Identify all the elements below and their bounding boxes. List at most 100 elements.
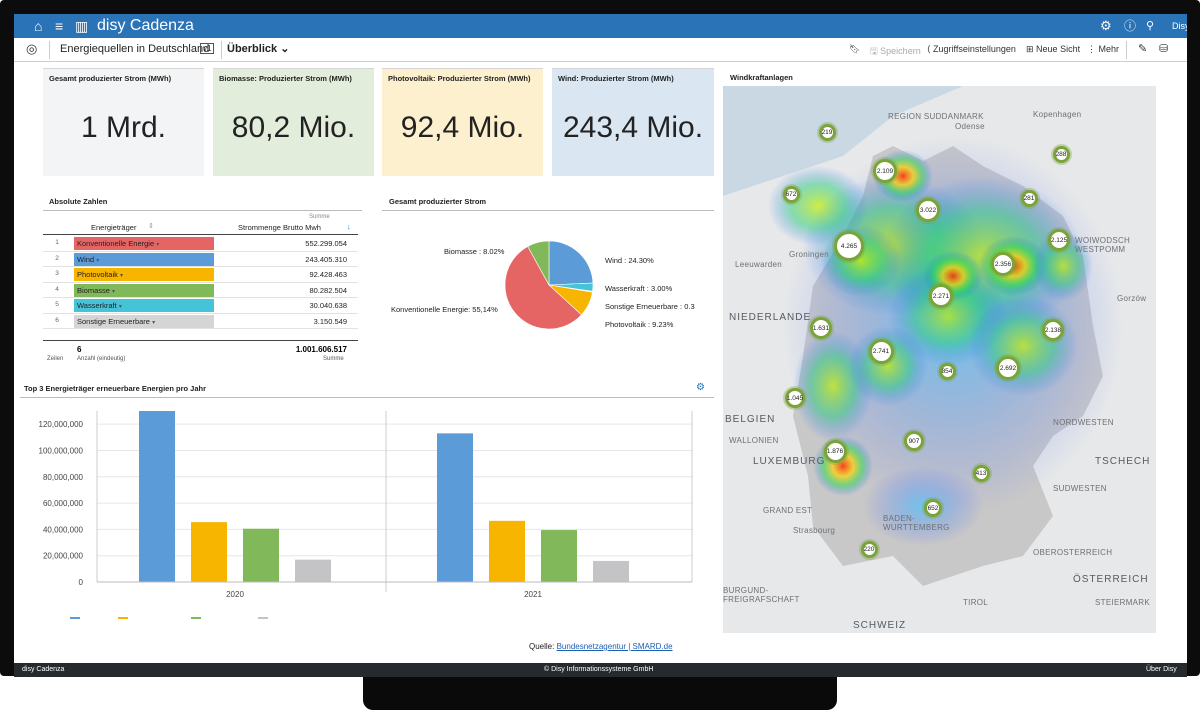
table-row[interactable]: 5 Wasserkraft ▾ 30.040.638 [43,298,358,314]
menu-icon[interactable]: ≡ [55,18,64,34]
map-label: Leeuwarden [735,260,783,269]
table-row[interactable]: 1 Konventionelle Energie ▾ 552.299.054 [43,236,358,252]
wind-cluster-marker[interactable]: 413 [972,464,990,482]
map-label: BELGIEN [725,414,776,425]
legend-swatch [118,617,128,619]
user-icon[interactable]: ⚲ [1146,20,1155,32]
row-value: 243.405.310 [305,254,347,264]
bar-photovoltaik-2021[interactable] [489,520,525,582]
dropdown-icon[interactable]: ▾ [156,242,160,248]
kpi-label: Gesamt produzierter Strom (MWh) [49,74,172,83]
bar-wind-2020[interactable] [139,411,175,582]
help-icon[interactable]: ⓘ [1124,19,1137,33]
kpi-wind: Wind: Produzierter Strom (MWh) 243,4 Mio… [552,68,714,176]
overview-dropdown[interactable]: Überblick ⌄ [227,42,289,55]
map-label: NIEDERLANDE [729,312,812,323]
source-link[interactable]: Bundesnetzagentur | SMARD.de [556,642,673,651]
new-view-button[interactable]: ⊞ Neue Sicht [1026,44,1081,54]
footer-left: disy Cadenza [22,666,65,673]
home-icon[interactable]: ⌂ [34,18,43,34]
wind-cluster-marker[interactable]: 1.876 [823,439,847,463]
wind-cluster-marker[interactable]: 672 [782,185,800,203]
wind-cluster-marker[interactable]: 2.138 [1042,319,1064,341]
pie-label-sonstige: Sonstige Erneuerbare : 0.3 [605,302,695,311]
y-tick-label: 100,000,000 [39,446,84,455]
wind-cluster-marker[interactable]: 288 [1052,145,1070,163]
row-divider [43,297,358,298]
column-header-strommenge[interactable]: Strommenge Brutto Mwh [238,223,321,232]
sum-caption: Summe [309,214,330,220]
target-icon[interactable]: ◎ [26,41,38,56]
row-category[interactable]: Konventionelle Energie ▾ [74,237,214,250]
wind-cluster-marker[interactable]: 2.125 [1048,229,1070,251]
wind-cluster-marker[interactable]: 1.631 [810,317,832,339]
table-row[interactable]: 6 Sonstige Erneuerbare ▾ 3.150.549 [43,314,358,329]
pie-slice-konventionelle-energie[interactable] [504,246,582,330]
row-category[interactable]: Biomasse ▾ [74,283,214,297]
dropdown-icon[interactable]: ▾ [152,319,156,326]
user-name[interactable]: Disy [1172,21,1187,31]
bookmark-icon[interactable]: 🔖︎ [849,44,861,54]
map-label: Odense [955,122,985,131]
sort-icon[interactable]: ⇕ [148,223,154,230]
save-button[interactable]: 🖫 Speichern [870,46,921,56]
bar-sonstige-2020[interactable] [295,559,331,582]
bar-wind-2021[interactable] [437,433,473,582]
pie-slice-biomasse[interactable] [527,240,550,286]
gear-icon[interactable]: ⚙ [1100,18,1112,33]
column-header-energietraeger[interactable]: Energieträger [91,223,137,232]
dropdown-icon[interactable]: ▾ [119,273,123,279]
table-row[interactable]: 4 Biomasse ▾ 80.282.504 [43,283,358,298]
source-note: Quelle: Bundesnetzagentur | SMARD.de [529,642,673,651]
sort-desc-icon[interactable]: ↓ [347,222,351,231]
chart-settings-icon[interactable]: ⚙ [696,382,705,393]
bar-sonstige-2021[interactable] [593,560,629,582]
dropdown-icon[interactable]: ▾ [118,304,122,310]
map-icon[interactable]: ▥ [75,18,89,34]
top-bar: ⌂ ≡ ▥ disy Cadenza ⚙ ⓘ ⚲ Disy [14,14,1187,38]
category-label: Wind [77,254,95,264]
dropdown-icon[interactable]: ▾ [112,288,116,295]
wind-cluster-marker[interactable]: 652 [924,499,942,517]
table-row[interactable]: 3 Photovoltaik ▾ 92.428.463 [43,267,358,283]
wind-cluster-marker[interactable]: 854 [938,362,956,380]
dropdown-icon[interactable]: ▾ [96,257,100,264]
view-title: Energiequellen in Deutschland [60,43,210,55]
row-category[interactable]: Photovoltaik ▾ [74,268,214,281]
kpi-value: 92,4 Mio. [400,111,525,144]
wind-cluster-marker[interactable]: 3.022 [916,198,940,222]
wind-cluster-marker[interactable]: 2.271 [929,284,953,308]
row-category[interactable]: Wasserkraft ▾ [74,299,214,312]
bar-photovoltaik-2020[interactable] [191,522,227,582]
row-category[interactable]: Wind ▾ [74,252,214,266]
wind-cluster-marker[interactable]: 219 [818,123,836,141]
row-number: 4 [55,285,59,293]
kpi-value: 243,4 Mio. [562,111,704,144]
about-link[interactable]: Über Disy [1146,666,1177,673]
wind-cluster-marker[interactable]: 4.265 [834,231,864,261]
map-label: WALLONIEN [729,436,779,445]
map-label: REGION SUDDANMARK [888,112,984,121]
bar-biomasse-2020[interactable] [243,528,279,582]
chevron-down-icon: ⌄ [280,43,290,55]
database-icon[interactable]: ⛁ [1159,43,1169,55]
row-category[interactable]: Sonstige Erneuerbare ▾ [74,314,214,328]
bar-biomasse-2021[interactable] [541,530,577,582]
wind-cluster-marker[interactable]: 907 [904,431,924,451]
wind-cluster-marker[interactable]: 1.045 [785,388,805,408]
x-tick-label: 2021 [524,590,542,599]
wind-map[interactable]: REGION SUDDANMARK Kopenhagen Odense WOIW… [723,86,1156,633]
access-settings-button[interactable]: ⟨ Zugriffseinstellungen [927,44,1016,54]
wind-cluster-marker[interactable]: 2.741 [868,338,894,364]
wind-cluster-marker[interactable]: 220 [860,540,878,558]
wind-cluster-marker[interactable]: 2.692 [996,356,1020,380]
wind-cluster-marker[interactable]: 2.109 [873,159,897,183]
pie-slice-wind[interactable] [548,240,594,286]
wind-cluster-marker[interactable]: 2.356 [991,252,1015,276]
map-label: Kopenhagen [1033,110,1082,119]
edit-icon[interactable]: ✎ [1138,43,1148,55]
more-button[interactable]: ⋮ Mehr [1087,44,1120,54]
source-label: Quelle: [529,642,555,651]
table-row[interactable]: 2 Wind ▾ 243.405.310 [43,252,358,267]
wind-cluster-marker[interactable]: 281 [1020,189,1038,207]
